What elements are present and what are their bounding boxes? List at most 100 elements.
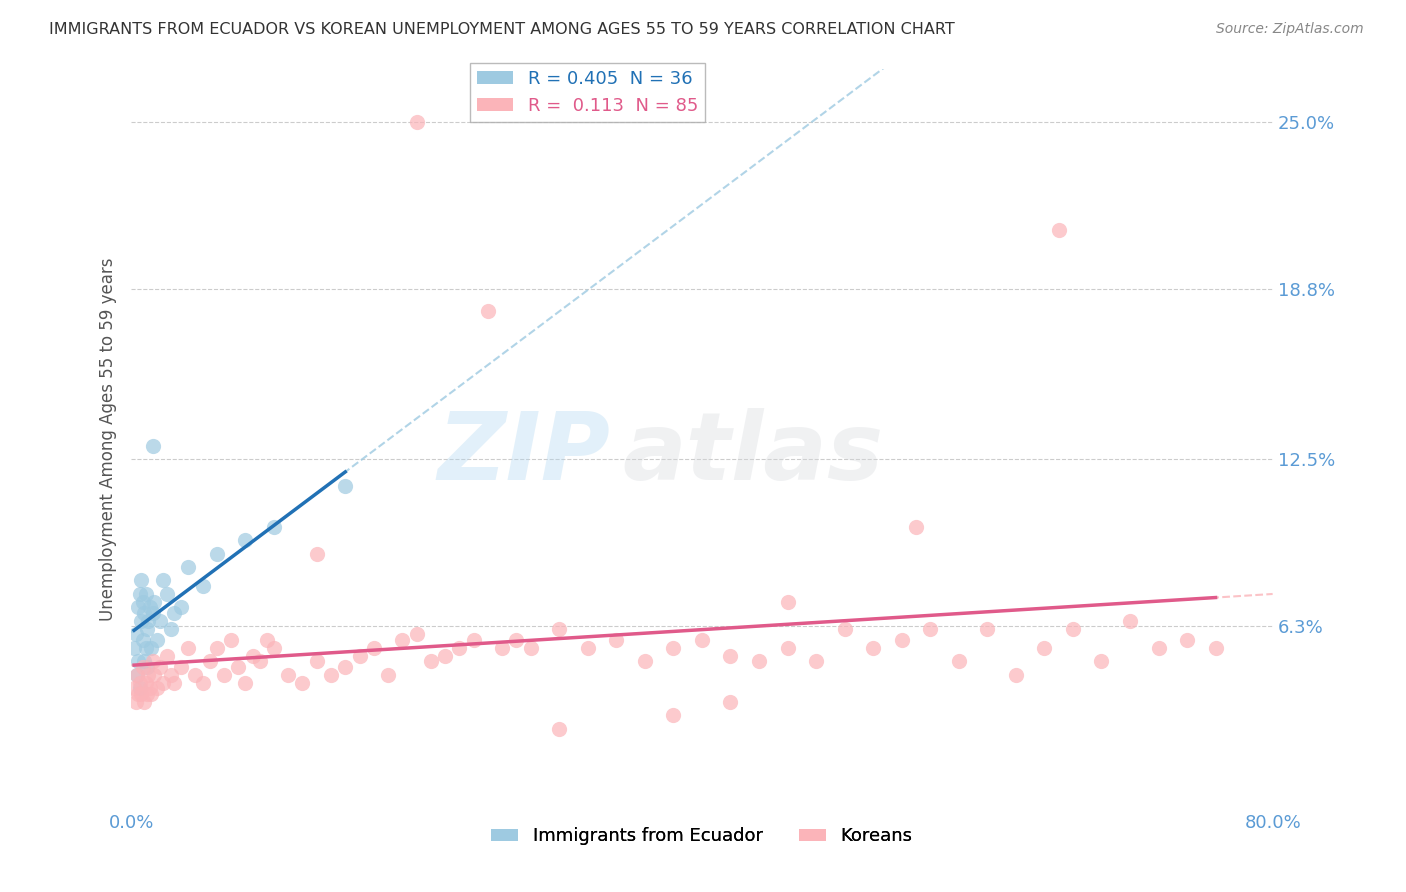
Point: [890, 632, 912, 647]
Point: [834, 622, 856, 636]
Point: [129, 614, 152, 628]
Point: [634, 654, 657, 668]
Point: [548, 622, 571, 636]
Point: [146, 681, 169, 696]
Point: [948, 654, 970, 668]
Point: [141, 687, 163, 701]
Point: [219, 632, 242, 647]
Point: [377, 668, 399, 682]
Point: [242, 648, 264, 663]
Point: [134, 676, 156, 690]
Point: [263, 640, 285, 655]
Point: [576, 640, 599, 655]
Point: [129, 687, 152, 701]
Point: [477, 304, 499, 318]
Point: [125, 668, 148, 682]
Point: [305, 547, 328, 561]
Text: atlas: atlas: [621, 408, 883, 500]
Point: [434, 648, 457, 663]
Point: [491, 640, 513, 655]
Point: [124, 695, 146, 709]
Point: [720, 695, 742, 709]
Point: [1205, 640, 1227, 655]
Point: [976, 622, 998, 636]
Point: [191, 676, 214, 690]
Point: [335, 479, 357, 493]
Point: [131, 595, 153, 609]
Point: [184, 668, 207, 682]
Point: [142, 654, 165, 668]
Point: [142, 439, 165, 453]
Point: [129, 574, 152, 588]
Point: [1119, 614, 1142, 628]
Point: [463, 632, 485, 647]
Y-axis label: Unemployment Among Ages 55 to 59 years: Unemployment Among Ages 55 to 59 years: [100, 257, 117, 621]
Legend: Immigrants from Ecuador, Koreans: Immigrants from Ecuador, Koreans: [484, 820, 920, 853]
Point: [263, 519, 285, 533]
Point: [662, 708, 685, 723]
Point: [256, 632, 278, 647]
Point: [235, 533, 257, 547]
Point: [548, 722, 571, 736]
Point: [163, 606, 186, 620]
Point: [139, 681, 162, 696]
Point: [128, 676, 150, 690]
Point: [1175, 632, 1198, 647]
Point: [405, 627, 427, 641]
Point: [149, 614, 172, 628]
Point: [277, 668, 299, 682]
Point: [1033, 640, 1056, 655]
Point: [1047, 223, 1070, 237]
Point: [160, 668, 183, 682]
Point: [134, 640, 156, 655]
Point: [127, 687, 149, 701]
Point: [143, 595, 166, 609]
Text: Source: ZipAtlas.com: Source: ZipAtlas.com: [1216, 22, 1364, 37]
Point: [139, 600, 162, 615]
Point: [128, 681, 150, 696]
Point: [720, 648, 742, 663]
Point: [1090, 654, 1112, 668]
Point: [235, 676, 257, 690]
Point: [131, 659, 153, 673]
Point: [152, 574, 174, 588]
Point: [125, 668, 148, 682]
Point: [131, 632, 153, 647]
Point: [128, 587, 150, 601]
Point: [1062, 622, 1084, 636]
Point: [776, 640, 799, 655]
Point: [205, 640, 228, 655]
Point: [142, 606, 165, 620]
Point: [134, 587, 156, 601]
Point: [205, 547, 228, 561]
Point: [127, 600, 149, 615]
Point: [605, 632, 627, 647]
Point: [349, 648, 371, 663]
Point: [363, 640, 385, 655]
Point: [662, 640, 685, 655]
Point: [319, 668, 342, 682]
Point: [212, 668, 235, 682]
Point: [138, 614, 160, 628]
Point: [920, 622, 942, 636]
Point: [136, 659, 159, 673]
Point: [226, 659, 249, 673]
Point: [1004, 668, 1026, 682]
Point: [198, 654, 221, 668]
Point: [335, 659, 357, 673]
Point: [156, 648, 179, 663]
Point: [191, 579, 214, 593]
Point: [170, 600, 193, 615]
Point: [1147, 640, 1170, 655]
Point: [127, 654, 149, 668]
Point: [170, 659, 193, 673]
Point: [163, 676, 186, 690]
Point: [132, 654, 155, 668]
Point: [519, 640, 541, 655]
Point: [305, 654, 328, 668]
Point: [146, 632, 169, 647]
Point: [122, 681, 145, 696]
Point: [177, 560, 200, 574]
Text: IMMIGRANTS FROM ECUADOR VS KOREAN UNEMPLOYMENT AMONG AGES 55 TO 59 YEARS CORRELA: IMMIGRANTS FROM ECUADOR VS KOREAN UNEMPL…: [49, 22, 955, 37]
Point: [132, 606, 155, 620]
